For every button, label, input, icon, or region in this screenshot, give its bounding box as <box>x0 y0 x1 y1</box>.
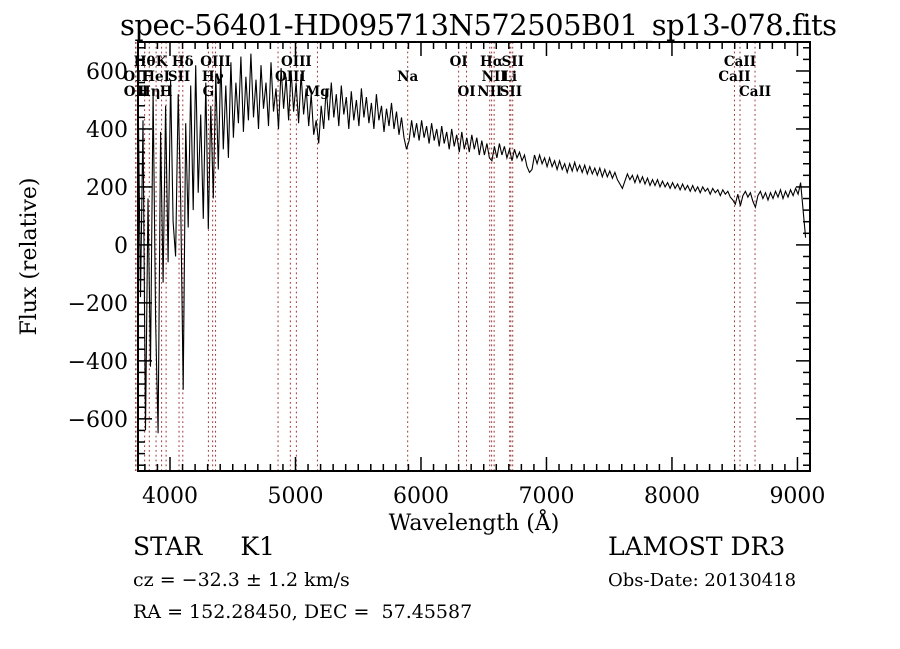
spectral-line-label: SII <box>500 84 522 100</box>
spectral-line-label: OII <box>123 69 147 85</box>
x-tick-label: 4000 <box>142 484 198 509</box>
obs-date-line: Obs-Date: 20130418 <box>608 570 797 591</box>
spectral-line-label: Hδ <box>172 54 194 70</box>
spectral-line-label: Na <box>397 69 418 85</box>
spectral-line-label: SII <box>502 54 524 70</box>
spectral-line-label: NII <box>482 69 507 85</box>
spectral-line-label: HeI <box>142 69 170 85</box>
x-tick-label: 8000 <box>644 484 700 509</box>
y-axis-label: Flux (relative) <box>17 177 42 335</box>
spectral-line-label: OIII <box>281 54 312 70</box>
object-subclass: K1 <box>240 532 275 561</box>
spectral-line-label: Hγ <box>202 69 224 85</box>
spectral-line-label: G <box>203 84 215 100</box>
spectral-line-label: Hα <box>480 54 504 70</box>
spectral-line-label: OIII <box>275 69 306 85</box>
x-tick-label: 6000 <box>393 484 449 509</box>
spectral-line-label: OI <box>450 54 468 70</box>
y-tick-label: 400 <box>86 118 128 143</box>
spectral-line-label: OII <box>124 84 148 100</box>
spectral-line-label: CaII <box>718 69 750 85</box>
y-tick-label: −600 <box>68 408 128 433</box>
x-tick-label: 5000 <box>267 484 323 509</box>
spectrum-trace <box>137 53 807 434</box>
spectral-line-label: OI <box>457 84 475 100</box>
spectral-line-label: CaII <box>739 84 771 100</box>
spectral-line-label: Hη <box>138 84 161 100</box>
spectral-line-label: CaII <box>724 54 756 70</box>
spectral-line-label: NII <box>477 84 502 100</box>
spectral-line-label: OIII <box>200 54 231 70</box>
object-class-line: STAR K1 <box>133 532 275 561</box>
x-axis-label: Wavelength (Å) <box>389 508 560 536</box>
y-tick-label: 0 <box>114 234 128 259</box>
spectral-line-label: Li <box>502 69 517 85</box>
spectral-line-label: K <box>156 54 169 70</box>
object-class: STAR <box>133 532 203 561</box>
y-tick-label: 200 <box>86 176 128 201</box>
spectral-line-label: Mg <box>305 84 330 100</box>
figure-title: spec-56401-HD095713N572505B01_sp13-078.f… <box>120 8 837 42</box>
survey-label: LAMOST DR3 <box>608 532 786 561</box>
spectral-line-label: H <box>160 84 173 100</box>
spectral-line-label: Hθ <box>134 54 156 70</box>
x-tick-label: 7000 <box>518 484 574 509</box>
y-tick-label: −200 <box>68 292 128 317</box>
x-tick-label: 9000 <box>769 484 825 509</box>
radec-line: RA = 152.28450, DEC = 57.45587 <box>133 601 473 623</box>
spectral-line-label: SII <box>168 69 190 85</box>
cz-line: cz = −32.3 ± 1.2 km/s <box>133 569 350 591</box>
y-tick-label: −400 <box>68 350 128 375</box>
y-tick-label: 600 <box>86 60 128 85</box>
